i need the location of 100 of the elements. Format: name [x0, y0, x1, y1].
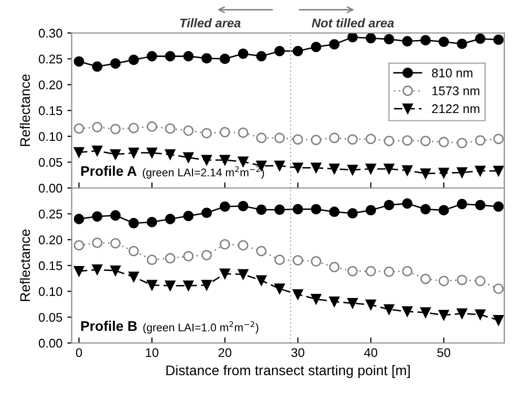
point	[347, 33, 358, 42]
point	[329, 164, 340, 174]
point	[74, 56, 84, 67]
y-axis-title: Reflectance	[20, 229, 30, 302]
point	[384, 136, 394, 146]
point	[92, 211, 102, 222]
point	[201, 208, 212, 218]
point	[420, 136, 431, 146]
point	[310, 204, 322, 214]
point	[74, 214, 84, 224]
y-tick-label: 0.05	[38, 158, 62, 167]
point	[493, 134, 504, 144]
point	[402, 135, 412, 146]
point	[329, 132, 340, 144]
point	[493, 166, 504, 176]
point	[402, 306, 412, 317]
point	[110, 265, 121, 276]
point	[475, 309, 486, 320]
point	[74, 266, 84, 276]
point	[292, 46, 304, 56]
point	[274, 46, 285, 56]
point	[238, 156, 248, 167]
point	[366, 205, 376, 216]
point	[220, 201, 230, 212]
point	[438, 136, 449, 148]
point	[347, 134, 358, 145]
point	[456, 198, 468, 210]
point	[329, 206, 340, 217]
point	[292, 204, 304, 214]
point	[220, 239, 230, 250]
point	[493, 34, 504, 45]
point	[238, 48, 248, 59]
point	[164, 149, 176, 160]
x-tick-label: 0	[76, 348, 82, 358]
point	[366, 266, 376, 276]
point	[74, 147, 84, 158]
x-tick-label: 40	[364, 348, 378, 358]
x-axis-title: Distance from transect starting point [m]	[166, 365, 410, 378]
point	[183, 250, 194, 262]
point	[402, 36, 412, 46]
point	[438, 310, 449, 320]
point	[310, 294, 322, 304]
point	[183, 210, 194, 222]
point	[420, 274, 431, 284]
point	[201, 53, 212, 64]
point	[128, 54, 139, 66]
annotation: Profile A	[81, 166, 137, 176]
point	[493, 284, 504, 294]
point	[384, 34, 394, 44]
point	[183, 125, 194, 136]
point	[475, 166, 486, 176]
y-tick-label: 0.25	[38, 54, 62, 64]
point	[146, 51, 158, 62]
point	[146, 121, 158, 132]
point	[74, 240, 84, 251]
point	[201, 280, 212, 290]
point	[292, 255, 304, 266]
point	[92, 264, 102, 275]
y-tick-label: 0.20	[38, 80, 62, 90]
point	[183, 280, 194, 291]
annotation: (green LAI=1.0 m$^{2}$m$^{−2}$)	[143, 321, 258, 334]
point	[366, 164, 376, 174]
point	[310, 256, 322, 267]
point	[164, 51, 176, 62]
point	[292, 134, 304, 145]
point	[310, 162, 322, 174]
point	[329, 296, 340, 307]
point	[201, 154, 212, 166]
point	[183, 152, 194, 163]
point	[347, 298, 358, 308]
point	[146, 254, 158, 266]
point	[384, 304, 394, 315]
point	[92, 238, 102, 248]
point	[128, 122, 139, 134]
point	[128, 246, 139, 256]
point	[292, 289, 304, 300]
point	[256, 51, 267, 62]
point	[74, 123, 84, 134]
point	[110, 238, 121, 248]
y-tick-label: 0.30	[38, 28, 62, 38]
point	[475, 276, 486, 286]
point	[146, 148, 158, 158]
point	[420, 307, 431, 318]
point	[274, 254, 285, 266]
point	[110, 124, 121, 134]
x-tick-label: 20	[218, 348, 232, 358]
text: Tilled area	[180, 18, 241, 28]
point	[310, 134, 322, 146]
point	[146, 216, 158, 228]
point	[128, 148, 139, 158]
point	[274, 204, 285, 215]
y-tick-label: 0.20	[38, 235, 62, 244]
point	[201, 250, 212, 260]
y-tick-label: 0.05	[38, 312, 62, 322]
point	[256, 246, 267, 256]
point	[92, 146, 102, 156]
point	[420, 204, 431, 214]
y-tick-label: 0.15	[38, 106, 62, 116]
point	[366, 134, 376, 144]
point	[456, 38, 468, 50]
